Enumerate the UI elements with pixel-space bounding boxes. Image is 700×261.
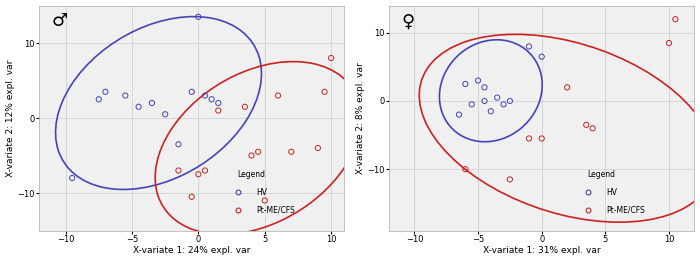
Point	[319, 90, 330, 94]
Point	[524, 137, 535, 141]
Point	[160, 112, 171, 116]
Text: Pt-ME/CFS: Pt-ME/CFS	[256, 206, 295, 215]
Point	[199, 168, 211, 173]
Point	[664, 41, 675, 45]
Point	[312, 146, 323, 150]
Point	[66, 176, 78, 180]
Y-axis label: X-variate 2: 8% expl. var: X-variate 2: 8% expl. var	[356, 62, 365, 174]
Point	[259, 198, 270, 203]
Point	[479, 85, 490, 90]
Point	[460, 82, 471, 86]
Text: ♂: ♂	[51, 12, 67, 30]
Text: Legend: Legend	[237, 170, 265, 179]
Point	[587, 126, 598, 130]
Point	[460, 167, 471, 171]
Point	[199, 93, 211, 98]
Point	[146, 101, 158, 105]
Point	[186, 195, 197, 199]
Point	[186, 90, 197, 94]
Text: HV: HV	[606, 188, 617, 197]
Text: Legend: Legend	[587, 170, 615, 179]
Point	[454, 112, 465, 117]
Point	[524, 44, 535, 49]
Point	[581, 123, 592, 127]
Point	[504, 177, 515, 181]
Y-axis label: X-variate 2: 12% expl. var: X-variate 2: 12% expl. var	[6, 59, 15, 177]
Point	[466, 102, 477, 106]
Point	[93, 97, 104, 101]
Point	[213, 101, 224, 105]
Point	[253, 150, 264, 154]
Point	[286, 150, 297, 154]
Point	[246, 153, 257, 158]
Point	[213, 108, 224, 112]
Point	[173, 168, 184, 173]
Point	[173, 142, 184, 146]
Point	[504, 99, 515, 103]
X-axis label: X-variate 1: 31% expl. var: X-variate 1: 31% expl. var	[483, 246, 601, 256]
Text: HV: HV	[256, 188, 267, 197]
Point	[193, 172, 204, 176]
Point	[536, 55, 547, 59]
Point	[491, 96, 503, 100]
Point	[536, 137, 547, 141]
Point	[473, 79, 484, 83]
X-axis label: X-variate 1: 24% expl. var: X-variate 1: 24% expl. var	[133, 246, 251, 256]
Point	[485, 109, 496, 113]
Point	[498, 102, 509, 106]
Point	[561, 85, 573, 90]
Point	[239, 105, 251, 109]
Point	[133, 105, 144, 109]
Point	[272, 93, 284, 98]
Point	[100, 90, 111, 94]
Point	[326, 56, 337, 60]
Point	[479, 99, 490, 103]
Point	[670, 17, 681, 21]
Point	[120, 93, 131, 98]
Text: Pt-ME/CFS: Pt-ME/CFS	[606, 206, 645, 215]
Point	[206, 97, 217, 101]
Point	[193, 15, 204, 19]
Text: ♀: ♀	[401, 12, 414, 30]
